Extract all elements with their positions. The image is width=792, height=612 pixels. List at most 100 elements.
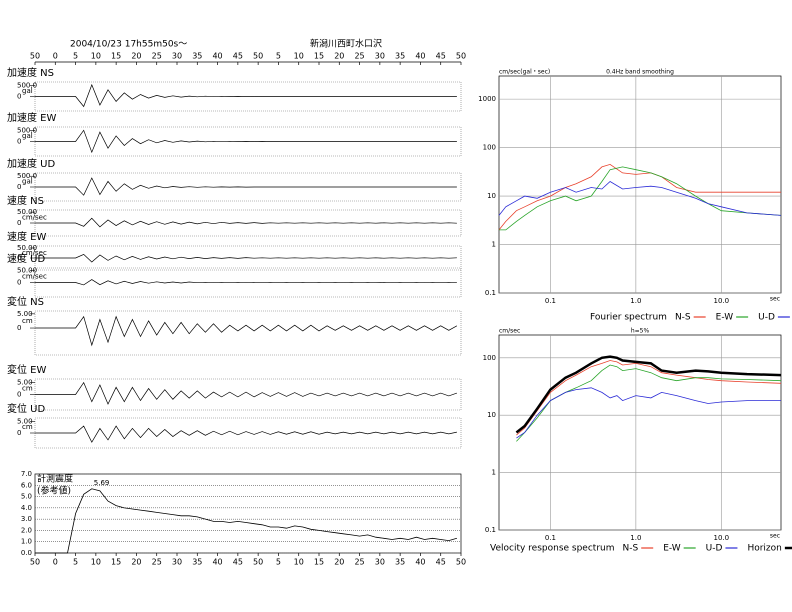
waveform bbox=[35, 425, 457, 443]
waveform bbox=[35, 315, 458, 347]
trace-name: 速度 EW bbox=[7, 230, 46, 243]
x-tick-label: 20 bbox=[131, 558, 141, 567]
y-tick-label: 1000 bbox=[478, 95, 496, 103]
trace-frame bbox=[34, 81, 462, 112]
x-tick-label: 10.0 bbox=[713, 534, 729, 542]
unit-label: gal bbox=[22, 178, 33, 186]
x-tick-label: 30 bbox=[172, 558, 182, 567]
data-line bbox=[35, 488, 458, 554]
y-tick-label: 0 bbox=[17, 279, 21, 287]
x-tick-label: 50 bbox=[253, 52, 263, 61]
x-tick-label: 20 bbox=[131, 52, 141, 61]
y-tick-label: 0 bbox=[17, 429, 21, 437]
trace-name: 変位 NS bbox=[7, 295, 44, 308]
unit-label: cm bbox=[22, 317, 33, 325]
trace-name: 加速度 EW bbox=[7, 111, 56, 124]
waveform bbox=[35, 253, 457, 263]
x-tick-label: 15 bbox=[111, 52, 121, 61]
x-tick-label: 15 bbox=[111, 558, 121, 567]
unit-label: cm bbox=[22, 423, 33, 431]
y-tick-label: 1 bbox=[492, 241, 496, 249]
data-line bbox=[498, 163, 781, 231]
x-tick-label: 30 bbox=[375, 558, 385, 567]
y-tick-label: 4.0 bbox=[21, 504, 32, 512]
x-tick-label: 10 bbox=[294, 52, 304, 61]
trace-name: 速度 UD bbox=[7, 252, 45, 265]
y-axis-label: cm/sec(gal・sec) bbox=[499, 69, 550, 76]
x-tick-label: 45 bbox=[233, 558, 243, 567]
data-line bbox=[516, 364, 782, 442]
y-tick-label: 5.0 bbox=[21, 493, 32, 501]
data-line bbox=[516, 387, 781, 439]
legend-label: U-D bbox=[706, 544, 723, 554]
x-tick-label: 0 bbox=[53, 558, 58, 567]
y-tick-label: 500.0 bbox=[17, 81, 37, 89]
x-tick-label: 25 bbox=[354, 558, 364, 567]
data-line bbox=[515, 355, 782, 434]
y-tick-label: 0.1 bbox=[485, 526, 496, 534]
y-tick-label: 10 bbox=[487, 192, 496, 200]
x-tick-label: 25 bbox=[152, 52, 162, 61]
waveform bbox=[35, 217, 457, 228]
data-line bbox=[516, 360, 782, 436]
y-tick-label: 1 bbox=[492, 469, 496, 477]
x-tick-label: 5 bbox=[276, 558, 281, 567]
x-tick-label: 0.1 bbox=[545, 534, 556, 542]
x-tick-label: 40 bbox=[212, 52, 222, 61]
waveform bbox=[35, 177, 457, 196]
legend-title: Fourier spectrum bbox=[590, 313, 667, 323]
data-line bbox=[498, 181, 782, 216]
y-tick-label: 5.00 bbox=[17, 417, 33, 425]
y-axis-label: cm/sec bbox=[499, 328, 520, 335]
chart-title: h=5% bbox=[631, 328, 650, 335]
x-tick-label: 20 bbox=[334, 52, 344, 61]
legend-label: N-S bbox=[623, 544, 639, 554]
waveform bbox=[35, 381, 458, 405]
y-tick-label: 0 bbox=[17, 93, 21, 101]
waveform bbox=[35, 83, 457, 108]
x-tick-label: 5 bbox=[73, 52, 78, 61]
waveform bbox=[35, 279, 457, 286]
x-tick-label: 50 bbox=[456, 52, 466, 61]
y-tick-label: 2.0 bbox=[21, 526, 32, 534]
x-tick-label: 5 bbox=[73, 558, 78, 567]
x-tick-label: 35 bbox=[395, 558, 405, 567]
waveform bbox=[35, 129, 457, 154]
x-tick-label: 10.0 bbox=[713, 297, 729, 305]
trace-name: 変位 UD bbox=[7, 402, 45, 415]
trace-frame bbox=[34, 126, 462, 157]
x-tick-label: 40 bbox=[415, 558, 425, 567]
y-tick-label: 0 bbox=[17, 391, 21, 399]
y-tick-label: 500.0 bbox=[17, 126, 37, 134]
unit-label: gal bbox=[22, 132, 33, 140]
x-tick-label: 30 bbox=[375, 52, 385, 61]
x-tick-label: 30 bbox=[172, 52, 182, 61]
x-tick-label: 1.0 bbox=[630, 534, 641, 542]
y-tick-label: 0 bbox=[17, 254, 21, 262]
y-tick-label: 3.0 bbox=[21, 515, 32, 523]
x-tick-label: 10 bbox=[91, 558, 101, 567]
x-tick-label: 20 bbox=[334, 558, 344, 567]
y-tick-label: 0.0 bbox=[21, 549, 32, 557]
trace-name: 加速度 UD bbox=[7, 157, 55, 170]
x-tick-label: 50 bbox=[253, 558, 263, 567]
x-tick-label: 35 bbox=[192, 52, 202, 61]
series-name: 計測震度 bbox=[37, 473, 73, 485]
y-tick-label: 7.0 bbox=[21, 470, 32, 478]
unit-label: cm/sec bbox=[22, 214, 47, 222]
y-tick-label: 10 bbox=[487, 411, 496, 419]
data-line bbox=[499, 166, 782, 231]
legend-label: U-D bbox=[758, 313, 775, 323]
y-tick-label: 100 bbox=[483, 144, 496, 152]
y-tick-label: 500.0 bbox=[17, 172, 37, 180]
y-tick-label: 50.00 bbox=[17, 244, 37, 252]
unit-label: cm/sec bbox=[22, 272, 47, 280]
x-tick-label: 0 bbox=[53, 52, 58, 61]
trace-frame bbox=[34, 267, 462, 298]
x-tick-label: 45 bbox=[233, 52, 243, 61]
x-tick-label: 10 bbox=[294, 558, 304, 567]
station-name: 新潟川西町水口沢 bbox=[310, 38, 382, 50]
x-tick-label: 50 bbox=[456, 558, 466, 567]
legend-title: Velocity response spectrum bbox=[490, 544, 615, 554]
